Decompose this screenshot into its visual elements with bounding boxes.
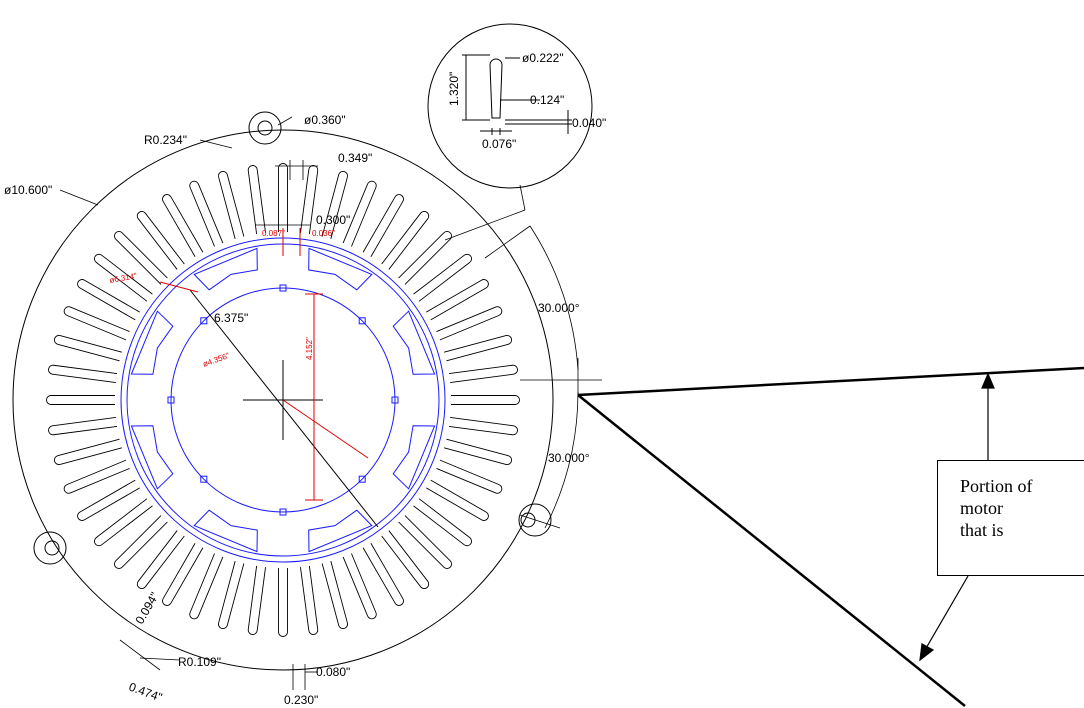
detail-opening: 0.076" — [482, 137, 516, 151]
stator-slot — [362, 543, 404, 606]
callout-line-2: motor — [960, 498, 1003, 518]
dim-outer-dia: ø10.600" — [4, 183, 52, 197]
dim-angle-bottom: 30.000° — [548, 451, 590, 465]
stator-slots — [46, 163, 520, 637]
stator-slot — [278, 568, 288, 637]
dim-tooth-pitch: 0.349" — [338, 151, 372, 165]
stator-slot — [300, 165, 319, 235]
portion-wedge — [577, 366, 1084, 707]
stator-slot — [426, 279, 489, 321]
rotor-notch — [200, 475, 208, 483]
stator-slot — [218, 560, 245, 630]
bore-diameter-line — [189, 289, 379, 528]
stator-slot — [136, 211, 185, 270]
stator-slot — [94, 498, 153, 547]
portion-callout-box: Portion of motor that is — [937, 460, 1084, 576]
stator-slot — [189, 553, 224, 620]
dim-rotor-inner-dia: ø4.356" — [202, 351, 231, 369]
rotor-notch — [358, 317, 366, 325]
stator-slot — [426, 479, 489, 521]
stator-slot — [381, 530, 430, 589]
stator-slot — [448, 417, 518, 436]
stator-slot — [398, 515, 452, 569]
stator-slot — [451, 395, 520, 405]
rotor-notch — [279, 284, 287, 292]
rotor-pocket — [308, 247, 373, 291]
detail-slot-length: 1.320" — [447, 72, 461, 106]
stator-slot — [218, 170, 245, 240]
stator-slot — [48, 364, 118, 383]
stator-slot — [300, 565, 319, 635]
stator-slot — [189, 180, 224, 247]
detail-tip-depth: 0.040" — [572, 116, 606, 130]
stator-slot — [448, 364, 518, 383]
stator-slot — [342, 553, 377, 620]
dim-notch-b: 0.474" — [127, 680, 164, 705]
dim-ear-hole: ø0.360" — [304, 113, 346, 127]
dim-angle-top: 30.000° — [538, 301, 580, 315]
stator-slot — [436, 459, 503, 494]
stator-slot — [77, 279, 140, 321]
stator-slot — [114, 231, 168, 285]
dim-key-b: 0.230" — [284, 693, 318, 707]
dim-rotor-red-1: 0.087" — [262, 229, 285, 238]
stator-slot — [362, 194, 404, 257]
stator-slot — [342, 180, 377, 247]
stator-slot — [278, 163, 288, 232]
stator-slot — [94, 253, 153, 302]
stator-slot — [381, 211, 430, 270]
stator-slot — [53, 438, 123, 465]
rotor-notch — [200, 317, 208, 325]
detail-slot-dia: ø0.222" — [522, 51, 564, 65]
stator-slot — [247, 565, 266, 635]
stator-slot — [162, 543, 204, 606]
dim-notch-r: R0.109" — [178, 655, 221, 669]
rotor-pocket — [130, 425, 174, 490]
stator-slot — [48, 417, 118, 436]
callout-line-1: Portion of — [960, 476, 1033, 496]
stator-slot — [77, 479, 140, 521]
slot-detail — [427, 23, 593, 189]
stator-slot — [413, 253, 472, 302]
dim-key-a: 0.080" — [316, 665, 350, 679]
stator-slot — [398, 231, 452, 285]
dim-rotor-red-2: 0.036" — [312, 229, 335, 238]
rotor-pocket — [392, 425, 436, 490]
stator-slot — [53, 335, 123, 362]
stator-slot — [413, 498, 472, 547]
dim-notch-a: 0.094" — [132, 590, 161, 627]
rotor-pocket — [193, 247, 258, 291]
dim-rotor-height: 4.152" — [305, 337, 314, 360]
stator-slot — [247, 165, 266, 235]
rotor-pocket — [308, 509, 373, 553]
rotor-pocket — [193, 509, 258, 553]
stator-outline — [12, 111, 554, 671]
stator-slot — [114, 515, 168, 569]
stator-slot — [162, 194, 204, 257]
rotor-pocket — [130, 310, 174, 375]
callout-line-3: that is — [960, 520, 1004, 540]
rotor-dim-lines — [159, 228, 369, 501]
stator-slot — [46, 395, 115, 405]
stator-slot — [436, 306, 503, 341]
dim-bore-dia: 6.375" — [214, 311, 248, 325]
detail-neck-width: 0.124" — [530, 93, 564, 107]
dim-slot-width: 0.300" — [316, 213, 350, 227]
rotor-notch — [167, 396, 175, 404]
stator-slot — [63, 459, 130, 494]
rotor-notch — [358, 475, 366, 483]
rotor-pocket — [392, 310, 436, 375]
rotor-notch — [391, 396, 399, 404]
callout-arrows — [919, 372, 995, 662]
dimension-lines — [59, 116, 602, 690]
stator-slot — [321, 170, 348, 240]
stator-slot — [63, 306, 130, 341]
stator-slot — [321, 560, 348, 630]
dim-ear-radius: R0.234" — [144, 133, 187, 147]
stator-slot — [443, 335, 513, 362]
stator-slot — [443, 438, 513, 465]
stator-slot — [136, 530, 185, 589]
rotor-notch — [279, 508, 287, 516]
